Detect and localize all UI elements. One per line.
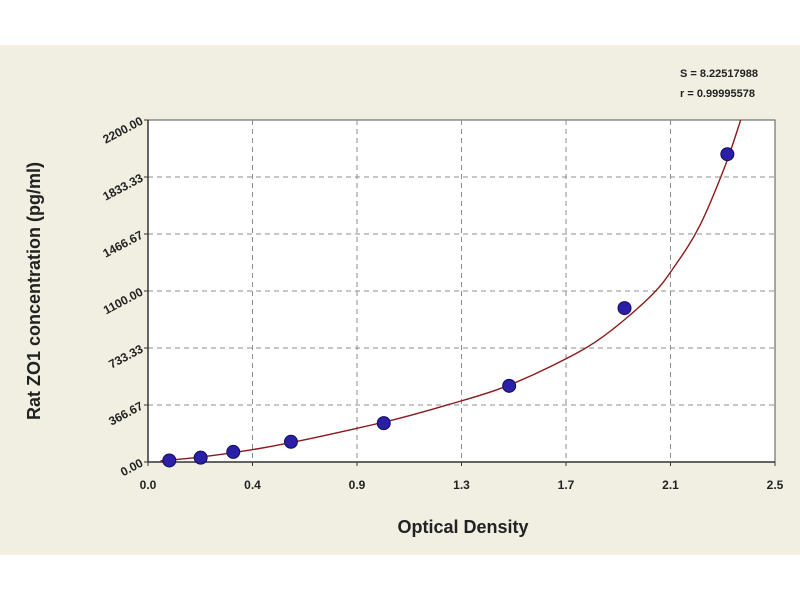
x-axis-title: Optical Density xyxy=(397,517,528,537)
data-point xyxy=(617,301,632,316)
y-gridlines xyxy=(148,176,775,406)
data-points xyxy=(162,147,735,468)
x-tick-label: 1.3 xyxy=(453,478,470,492)
data-point xyxy=(720,147,735,162)
data-point xyxy=(226,444,241,459)
data-point xyxy=(193,450,208,465)
data-point xyxy=(162,453,177,468)
x-tick-label: 0.4 xyxy=(244,478,261,492)
x-tick-label: 2.5 xyxy=(767,478,784,492)
data-point xyxy=(502,378,517,393)
y-axis-title: Rat ZO1 concentration (pg/ml) xyxy=(24,162,44,420)
stats-r-value: r = 0.99995578 xyxy=(680,88,755,100)
stats-s-value: S = 8.22517988 xyxy=(680,68,758,80)
x-tick-label: 0.9 xyxy=(349,478,366,492)
x-tick-label: 0.0 xyxy=(140,478,157,492)
x-tick-label: 2.1 xyxy=(662,478,679,492)
x-tick-label: 1.7 xyxy=(558,478,575,492)
data-point xyxy=(283,434,298,449)
fit-curve xyxy=(160,119,742,462)
data-point xyxy=(376,416,391,431)
x-tick-labels: 0.0 0.4 0.9 1.3 1.7 2.1 2.5 xyxy=(140,462,784,492)
